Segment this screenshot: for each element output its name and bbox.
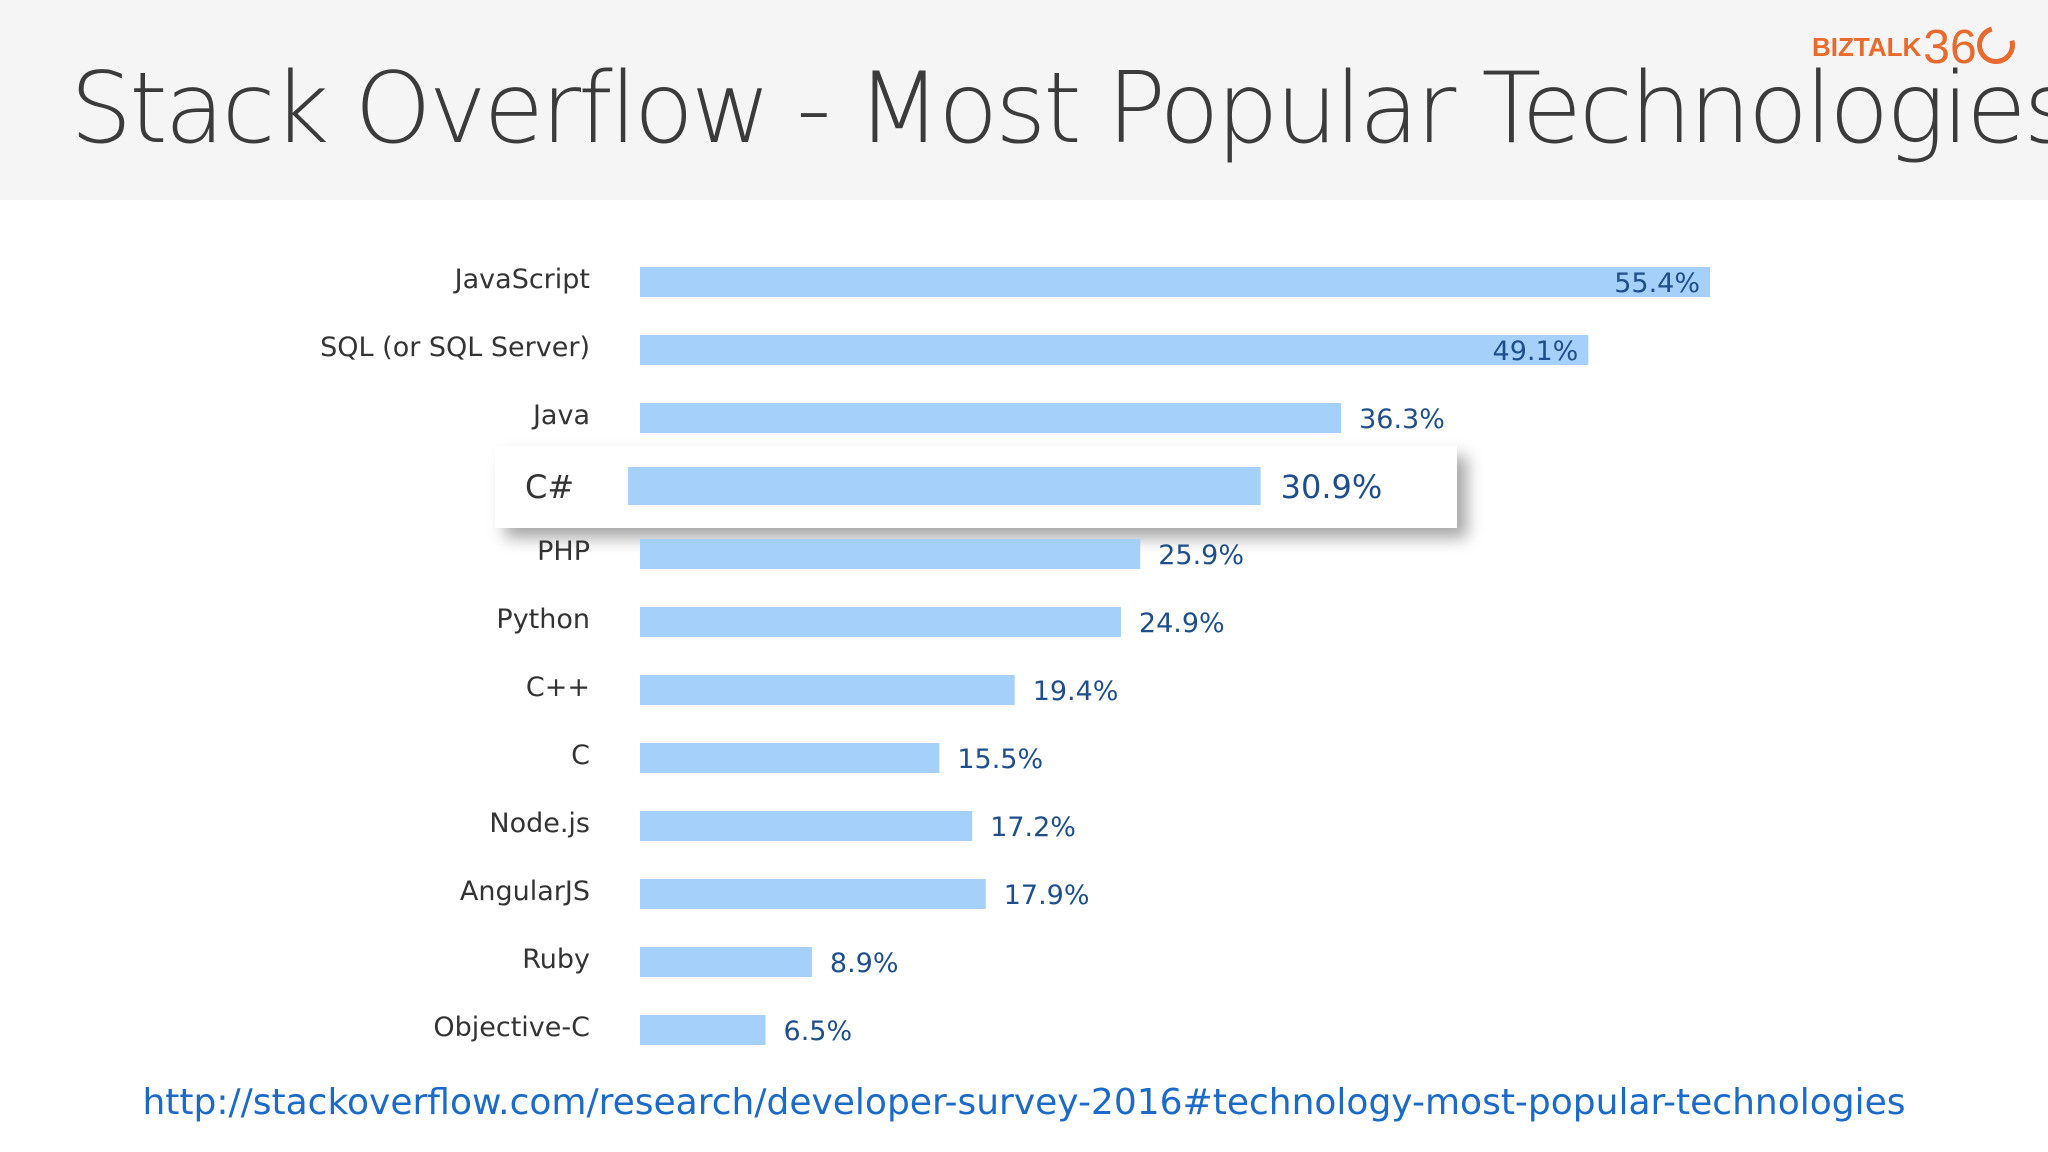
tick-label: C++ [526, 672, 590, 703]
data-label: 6.5% [784, 1016, 853, 1047]
bar-php [640, 539, 1141, 569]
data-label: 25.9% [1158, 540, 1244, 571]
data-label: 15.5% [957, 744, 1043, 775]
logo-text: BIZTALK [1812, 32, 1922, 62]
bar-angularjs [640, 879, 986, 909]
tick-label: JavaScript [453, 264, 590, 295]
data-label: 17.9% [1004, 880, 1090, 911]
tick-label: Java [531, 400, 590, 431]
data-label: 17.2% [990, 812, 1076, 843]
tick-label: PHP [537, 536, 590, 567]
bar-javascript [640, 267, 1710, 297]
bar-node-js [640, 811, 973, 841]
biztalk360-logo: BIZTALK 36 [1812, 19, 2022, 74]
bar-c [640, 743, 940, 773]
logo-number: 36 [1923, 21, 1977, 74]
bar-objective-c [640, 1015, 766, 1045]
data-label: 19.4% [1033, 676, 1119, 707]
data-label: 24.9% [1139, 608, 1225, 639]
data-label: 49.1% [1493, 336, 1579, 367]
bar-c- [628, 467, 1261, 505]
data-label: 30.9% [1281, 468, 1383, 506]
page-title: Stack Overflow - Most Popular Technologi… [70, 52, 2048, 166]
bar-sql-or-sql-server- [640, 335, 1589, 365]
bar-c- [640, 675, 1015, 705]
tick-label: C# [525, 468, 574, 506]
tick-label: SQL (or SQL Server) [320, 332, 590, 363]
tick-label: Python [496, 604, 590, 635]
bar-python [640, 607, 1121, 637]
tick-label: Ruby [522, 944, 590, 975]
data-label: 55.4% [1614, 268, 1700, 299]
bar-chart: JavaScript 55.4% SQL (or SQL Server) 49.1% J… [320, 264, 1710, 1047]
header-band: Stack Overflow - Most Popular Technologi… [0, 0, 2048, 200]
data-label: 36.3% [1359, 404, 1445, 435]
tick-label: AngularJS [460, 876, 590, 907]
bar-ruby [640, 947, 812, 977]
tick-label: Node.js [489, 808, 590, 839]
bar-java [640, 403, 1342, 433]
tick-label: Objective-C [433, 1012, 590, 1043]
data-label: 8.9% [830, 948, 899, 979]
tick-label: C [571, 740, 590, 771]
source-link[interactable]: http://stackoverflow.com/research/develo… [142, 1082, 1906, 1123]
